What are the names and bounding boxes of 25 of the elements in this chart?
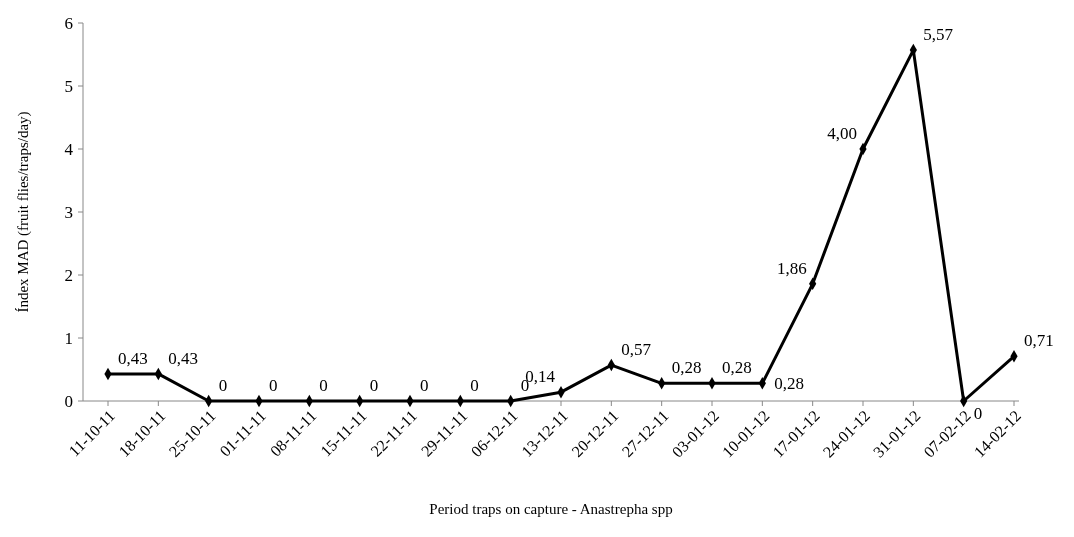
x-axis-title: Period traps on capture - Anastrepha spp <box>429 501 673 517</box>
data-label: 0,28 <box>671 358 702 378</box>
y-tick-label: 1 <box>64 328 73 348</box>
data-label: 0,71 <box>1024 331 1054 351</box>
y-tick-label: 6 <box>64 13 73 33</box>
data-label: 0,43 <box>168 348 199 368</box>
data-label: 0 <box>420 376 429 395</box>
data-label: 4,00 <box>827 124 857 143</box>
y-tick-label: 2 <box>64 265 73 285</box>
data-label: 0,28 <box>722 358 752 378</box>
y-tick-label: 5 <box>64 76 73 96</box>
data-label: 0,57 <box>621 340 652 360</box>
data-label: 0,28 <box>774 374 805 394</box>
data-label: 0 <box>369 376 379 395</box>
data-label: 5,57 <box>923 25 954 45</box>
data-label: 0 <box>470 376 479 395</box>
data-label: 1,86 <box>776 258 807 278</box>
y-tick-label: 0 <box>64 391 73 411</box>
data-label: 0,43 <box>118 348 148 368</box>
data-label: 0 <box>269 376 278 395</box>
y-axis-title: Índex MAD (fruit flies/traps/day) <box>15 111 32 313</box>
data-label: 0 <box>319 376 328 395</box>
y-tick-label: 3 <box>64 202 73 222</box>
y-tick-label: 4 <box>64 139 74 159</box>
data-label: 0 <box>218 376 228 395</box>
